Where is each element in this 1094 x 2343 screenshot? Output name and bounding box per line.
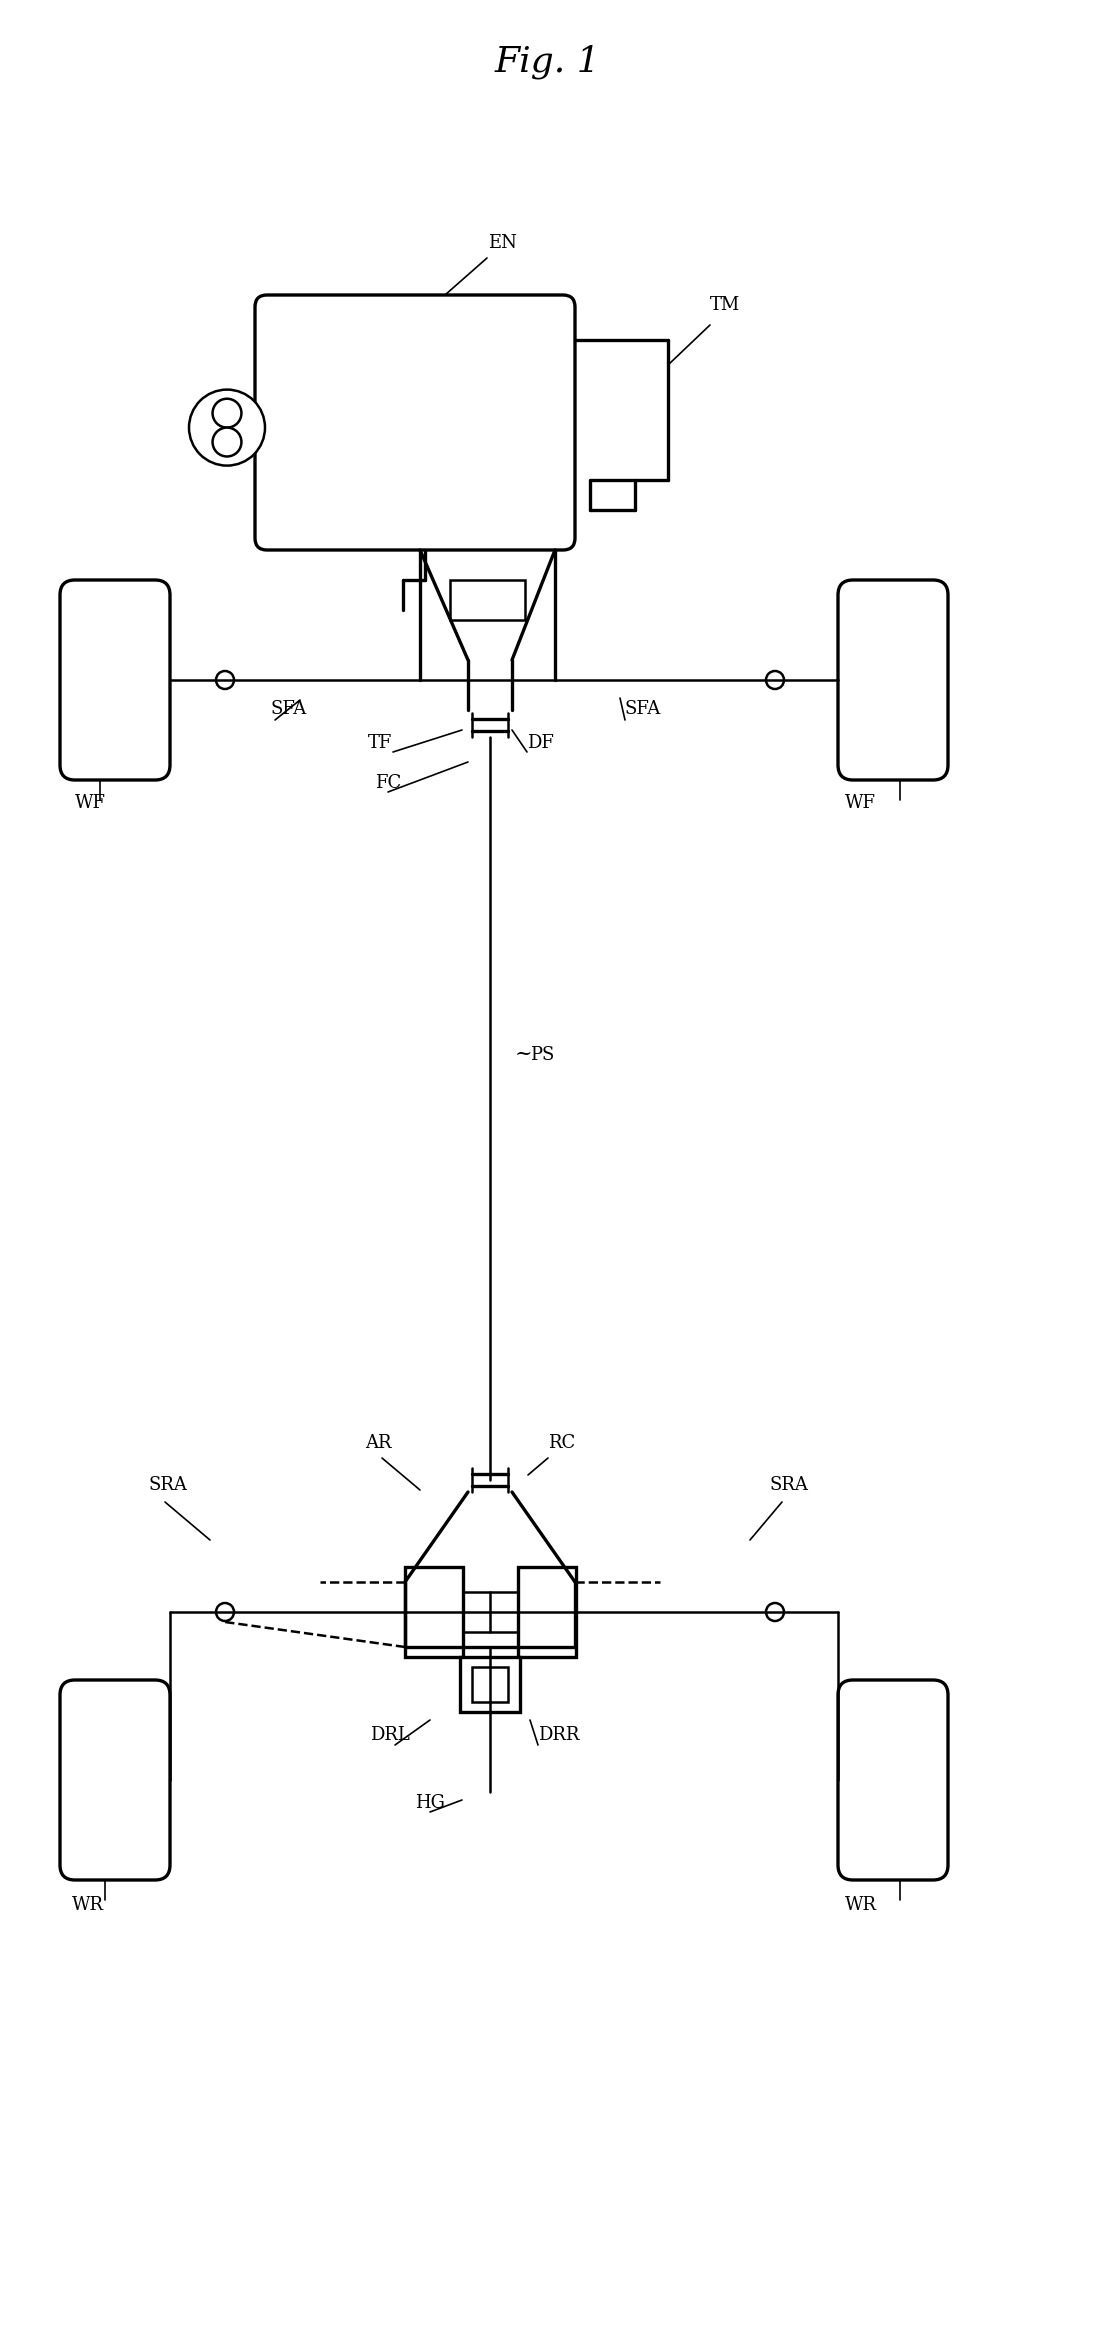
Text: AR: AR: [365, 1434, 392, 1453]
Text: ~: ~: [515, 1045, 533, 1064]
Circle shape: [212, 429, 242, 457]
Text: EN: EN: [488, 234, 516, 253]
Text: WF: WF: [75, 794, 106, 813]
Circle shape: [216, 670, 234, 689]
Text: SRA: SRA: [148, 1476, 187, 1495]
Text: TM: TM: [710, 295, 741, 314]
Text: WR: WR: [845, 1895, 877, 1914]
Text: SFA: SFA: [270, 701, 306, 717]
Bar: [459, 1657, 520, 1713]
Text: RC: RC: [548, 1434, 575, 1453]
Bar: [517, 1567, 577, 1657]
Bar: [405, 1567, 463, 1657]
Text: Fig. 1: Fig. 1: [494, 45, 600, 80]
FancyBboxPatch shape: [60, 581, 170, 780]
FancyBboxPatch shape: [60, 1680, 170, 1879]
Text: PS: PS: [529, 1045, 555, 1064]
FancyBboxPatch shape: [838, 581, 948, 780]
Circle shape: [766, 1603, 784, 1621]
Text: SFA: SFA: [625, 701, 661, 717]
Bar: [472, 1666, 508, 1701]
Circle shape: [212, 398, 242, 429]
Text: DF: DF: [527, 733, 554, 752]
Text: WR: WR: [72, 1895, 104, 1914]
Text: WF: WF: [845, 794, 876, 813]
Text: SRA: SRA: [770, 1476, 808, 1495]
Text: FC: FC: [375, 773, 401, 792]
Bar: [450, 581, 525, 621]
Text: TF: TF: [368, 733, 393, 752]
Circle shape: [189, 389, 265, 466]
Circle shape: [216, 1603, 234, 1621]
Circle shape: [766, 670, 784, 689]
FancyBboxPatch shape: [838, 1680, 948, 1879]
Text: DRR: DRR: [538, 1727, 580, 1743]
FancyBboxPatch shape: [255, 295, 575, 551]
Text: DRL: DRL: [370, 1727, 410, 1743]
Text: HG: HG: [415, 1795, 445, 1811]
